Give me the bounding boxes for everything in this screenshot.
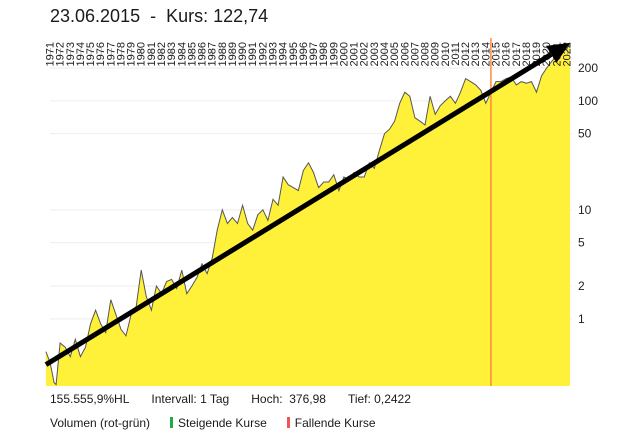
x-tick-label: 2003 (369, 42, 381, 66)
x-tick-label: 1997 (308, 42, 320, 66)
price-area (45, 42, 570, 387)
y-tick-label: 10 (578, 203, 592, 217)
rising-label: Steigende Kurse (178, 416, 267, 430)
x-tick-label: 2005 (389, 42, 401, 66)
x-tick-label: 2014 (480, 42, 492, 66)
header-separator: - (150, 6, 157, 26)
x-tick-label: 1990 (237, 42, 249, 66)
high-stat: Hoch: 376,98 (251, 392, 326, 406)
x-tick-label: 1971 (45, 42, 57, 66)
y-tick-label: 50 (578, 127, 592, 141)
x-tick-label: 2009 (430, 42, 442, 66)
x-tick-label: 1989 (227, 42, 239, 66)
x-tick-label: 1977 (105, 42, 117, 66)
x-tick-label: 1988 (217, 42, 229, 66)
x-tick-label: 1974 (75, 42, 87, 66)
y-tick-label: 100 (578, 94, 598, 108)
x-tick-label: 2006 (399, 42, 411, 66)
x-tick-label: 1978 (115, 42, 127, 66)
x-tick-label: 2016 (501, 42, 513, 66)
x-tick-label: 1991 (247, 42, 259, 66)
y-tick-label: 200 (578, 61, 598, 75)
x-tick-label: 1986 (197, 42, 209, 66)
price-chart[interactable]: 1971197219731974197519761977197819791980… (0, 0, 617, 390)
x-tick-label: 2008 (420, 42, 432, 66)
x-tick-label: 1983 (166, 42, 178, 66)
x-tick-label: 1973 (65, 42, 77, 66)
y-tick-label: 1 (578, 312, 585, 326)
x-axis-ticks: 1971197219731974197519761977197819791980… (45, 42, 574, 66)
x-tick-label: 2000 (338, 42, 350, 66)
date-label: 23.06.2015 (50, 6, 141, 26)
x-tick-label: 1976 (95, 42, 107, 66)
x-tick-label: 1995 (288, 42, 300, 66)
falling-label: Fallende Kurse (294, 416, 376, 430)
x-tick-label: 2004 (379, 42, 391, 66)
x-tick-label: 1982 (156, 42, 168, 66)
x-tick-label: 1980 (136, 42, 148, 66)
y-tick-label: 5 (578, 236, 585, 250)
x-tick-label: 1987 (207, 42, 219, 66)
stats-bar: 155.555,9%HL Intervall: 1 Tag Hoch: 376,98… (50, 392, 433, 406)
y-axis-ticks: 1 2 5 10 50 100 200 (578, 61, 598, 326)
x-tick-label: 1981 (146, 42, 158, 66)
trend-arrow (44, 52, 553, 367)
x-tick-label: 2011 (450, 42, 462, 66)
x-tick-label: 2007 (409, 42, 421, 66)
price-label: Kurs: 122,74 (166, 6, 269, 26)
falling-swatch (286, 417, 290, 428)
x-tick-label: 2015 (490, 42, 502, 66)
x-tick-label: 1998 (318, 42, 330, 66)
change-stat: 155.555,9%HL (50, 392, 130, 406)
x-tick-label: 2018 (521, 42, 533, 66)
volume-label: Volumen (rot-grün) (50, 416, 151, 430)
x-tick-label: 1979 (126, 42, 138, 66)
x-tick-label: 1999 (328, 42, 340, 66)
x-tick-label: 1985 (186, 42, 198, 66)
x-tick-label: 2002 (359, 42, 371, 66)
x-tick-label: 2010 (440, 42, 452, 66)
x-tick-label: 1993 (267, 42, 279, 66)
x-tick-label: 1972 (55, 42, 67, 66)
trend-arrow-head (546, 42, 570, 63)
x-tick-label: 2017 (511, 42, 523, 66)
x-tick-label: 2012 (460, 42, 472, 66)
x-tick-label: 1975 (85, 42, 97, 66)
y-tick-label: 2 (578, 279, 585, 293)
x-tick-label: 1994 (278, 42, 290, 66)
legend: Volumen (rot-grün) Steigende Kurse Fallend… (50, 416, 376, 430)
interval-stat: Intervall: 1 Tag (151, 392, 230, 406)
x-tick-label: 1984 (176, 42, 188, 66)
x-tick-label: 2001 (349, 42, 361, 66)
low-stat: Tief: 0,2422 (347, 392, 411, 406)
x-tick-label: 1992 (257, 42, 269, 66)
rising-swatch (170, 417, 174, 428)
x-tick-label: 1996 (298, 42, 310, 66)
chart-header: 23.06.2015 - Kurs: 122,74 (50, 6, 268, 27)
x-tick-label: 2013 (470, 42, 482, 66)
